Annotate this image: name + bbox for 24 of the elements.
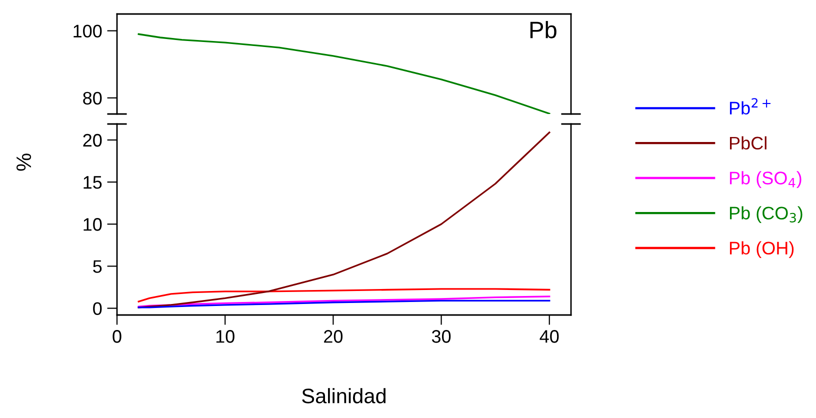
line-series <box>138 132 550 308</box>
y-tick-label: 0 <box>93 302 102 315</box>
x-tick-label: 40 <box>540 330 559 343</box>
y-tick-label: 15 <box>84 176 102 189</box>
legend-label: PbCl <box>730 136 766 150</box>
x-tick-label: 0 <box>112 330 122 343</box>
y-tick-label: 100 <box>74 24 102 38</box>
legend-label: Pb (CO$_{3}$) <box>730 206 802 224</box>
annotation: Pb <box>530 20 556 38</box>
x-tick-label: 10 <box>216 330 234 343</box>
x-tick-label: 20 <box>324 330 343 343</box>
legend-label: Pb$^{2+}$ <box>730 98 771 115</box>
x-axis-title: Salinidad <box>302 388 386 404</box>
line-series <box>138 296 550 308</box>
y-tick-label: 5 <box>93 260 102 273</box>
y-tick-label: 80 <box>83 92 102 105</box>
x-tick-label: 30 <box>432 330 451 343</box>
line-series <box>138 288 550 302</box>
y-axis-title: % <box>16 154 32 171</box>
line-series <box>138 300 550 308</box>
y-tick-label: 20 <box>83 134 102 147</box>
legend-label: Pb (SO$_{4}$) <box>730 171 802 188</box>
y-tick-label: 10 <box>84 218 102 231</box>
legend-label: Pb (OH) <box>730 241 794 258</box>
